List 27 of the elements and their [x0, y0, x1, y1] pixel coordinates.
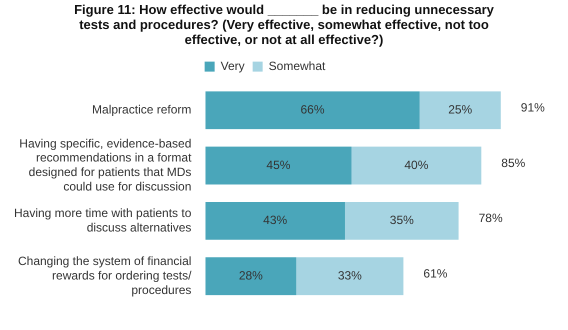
data-label: 25% — [448, 102, 473, 117]
data-label: 66% — [300, 102, 325, 117]
legend-label: Very — [220, 58, 245, 73]
y-tick-label: Malpractice reform — [92, 102, 192, 117]
y-tick-label: Changing the system of financial rewards for ordering tests/ procedures — [18, 254, 192, 297]
bar — [344, 202, 459, 240]
bar — [205, 257, 296, 296]
y-tick-label: Having specific, evidence-based recommendations in a format designed for patients that MDs could use for discussion — [19, 136, 192, 194]
total-label: 61% — [423, 266, 448, 280]
total-label: 91% — [520, 100, 546, 115]
data-label: 33% — [338, 268, 362, 282]
bar — [420, 91, 501, 130]
data-label: 35% — [390, 213, 414, 228]
data-label: 45% — [266, 158, 291, 172]
data-label: 43% — [263, 213, 288, 228]
bar — [205, 91, 420, 130]
y-tick-label: Having more time with patients to discuss alternatives — [14, 206, 192, 234]
total-label: 78% — [478, 211, 503, 226]
chart-title: Figure 11: How effective would _______ be in reducing unnecessary tests and procedures? (Very effective, somewhat effective, not too effective, or not at all effective?) — [73, 2, 495, 47]
bar — [205, 202, 345, 240]
bar — [205, 146, 352, 184]
bar — [351, 146, 482, 184]
data-label: 28% — [238, 268, 264, 282]
legend-label: Somewhat — [268, 58, 326, 73]
total-label: 85% — [501, 156, 526, 170]
data-label: 40% — [404, 158, 429, 172]
bar — [296, 257, 404, 296]
